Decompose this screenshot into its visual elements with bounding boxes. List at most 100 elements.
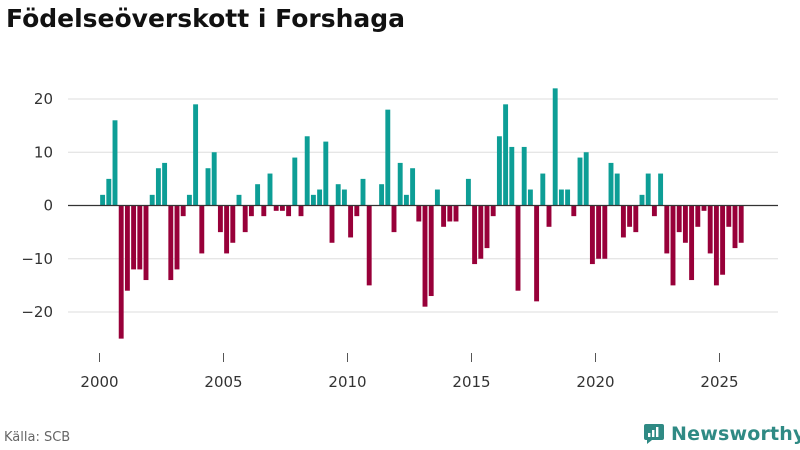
y-tick-label: 0 <box>43 197 53 215</box>
bar <box>149 194 155 206</box>
bar <box>112 120 118 206</box>
y-tick-label: −10 <box>21 250 53 268</box>
bar <box>217 205 223 233</box>
bar <box>341 189 347 206</box>
bar <box>614 173 620 206</box>
bar <box>627 205 633 227</box>
bar <box>403 194 409 206</box>
y-tick-label: 10 <box>34 143 53 161</box>
bar <box>422 205 428 307</box>
bar <box>236 194 242 206</box>
bar <box>732 205 738 249</box>
bar <box>298 205 304 217</box>
bar <box>509 146 515 206</box>
bar <box>279 205 285 211</box>
y-tick-label: −20 <box>21 303 53 321</box>
bar <box>162 162 168 206</box>
bar <box>211 152 217 206</box>
bar <box>168 205 174 281</box>
bar <box>602 205 608 259</box>
bar <box>701 205 707 211</box>
bar <box>180 205 186 217</box>
bar <box>589 205 595 265</box>
bar <box>292 157 298 206</box>
x-tick-label: 2015 <box>452 373 490 391</box>
bar <box>441 205 447 227</box>
bar <box>651 205 657 217</box>
x-axis-ticks: 2000 2005 2010 2015 2020 2025 <box>80 353 739 391</box>
bar <box>124 205 130 291</box>
bar <box>304 136 310 206</box>
bar <box>490 205 496 217</box>
bar <box>552 88 558 206</box>
bar <box>385 109 391 206</box>
bar <box>447 205 453 222</box>
bar <box>496 136 502 206</box>
bar <box>199 205 205 254</box>
bar <box>472 205 478 265</box>
bar <box>360 178 366 206</box>
bar <box>521 146 527 206</box>
bar <box>608 162 614 206</box>
bar <box>620 205 626 238</box>
bars <box>100 88 744 339</box>
x-tick-label: 2020 <box>576 373 614 391</box>
newsworthy-logo-icon <box>644 424 664 444</box>
bar <box>143 205 149 281</box>
bar <box>639 194 645 206</box>
bar <box>503 104 509 206</box>
bar <box>546 205 552 227</box>
bar <box>633 205 639 233</box>
bar <box>515 205 521 291</box>
bar <box>676 205 682 233</box>
bar <box>558 189 564 206</box>
source-note: Källa: SCB <box>4 430 71 445</box>
bar <box>106 178 112 206</box>
bar <box>695 205 701 227</box>
bar <box>317 189 323 206</box>
bar <box>205 168 211 206</box>
bar <box>726 205 732 227</box>
bar <box>323 141 329 206</box>
bar <box>534 205 540 302</box>
bar <box>248 205 254 217</box>
bar <box>137 205 143 270</box>
bar <box>348 205 354 238</box>
bar <box>354 205 360 217</box>
chart-title: Födelseöverskott i Forshaga <box>6 4 406 33</box>
bar <box>410 168 416 206</box>
y-tick-label: 20 <box>34 90 53 108</box>
bar <box>100 194 106 206</box>
bar <box>131 205 137 270</box>
bar <box>707 205 713 254</box>
bar <box>329 205 335 243</box>
bar <box>565 189 571 206</box>
bar <box>738 205 744 243</box>
bar <box>720 205 726 275</box>
bar <box>596 205 602 259</box>
bar <box>286 205 292 217</box>
bar <box>186 194 192 206</box>
bar <box>645 173 651 206</box>
bar <box>379 184 385 206</box>
bar <box>670 205 676 286</box>
bar <box>571 205 577 217</box>
bar <box>416 205 422 222</box>
bar <box>118 205 124 339</box>
bar <box>193 104 199 206</box>
x-tick-label: 2010 <box>328 373 366 391</box>
x-tick-label: 2005 <box>204 373 242 391</box>
bar <box>366 205 372 286</box>
bar <box>484 205 490 249</box>
bar <box>658 173 664 206</box>
x-tick-label: 2025 <box>700 373 738 391</box>
bar <box>713 205 719 286</box>
bar <box>224 205 230 254</box>
bar <box>527 189 533 206</box>
bar <box>577 157 583 206</box>
bar <box>434 189 440 206</box>
bar <box>335 184 341 206</box>
bar <box>478 205 484 259</box>
bar <box>397 162 403 206</box>
